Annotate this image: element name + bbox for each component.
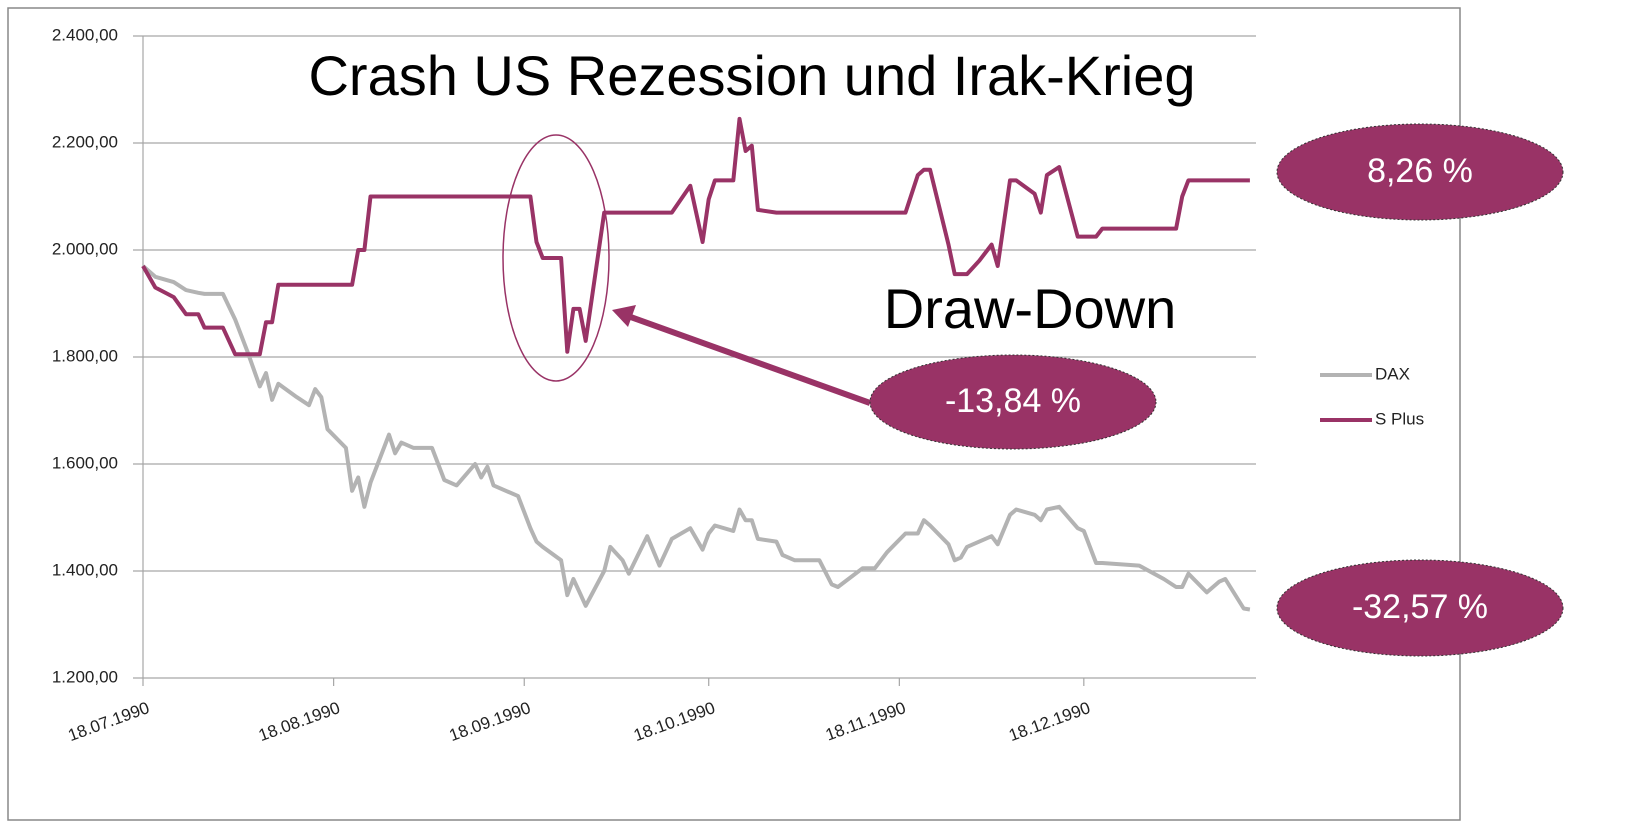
pill [1276, 559, 1564, 657]
y-tick-label: 1.200,00 [52, 667, 118, 686]
x-tick-label: 18.12.1990 [1006, 698, 1092, 745]
pill [869, 354, 1157, 450]
annotation-value: -13,84 % [945, 382, 1081, 420]
x-tick-label: 18.11.1990 [823, 698, 908, 745]
annotation-value: 8,26 % [1367, 152, 1473, 190]
arrow-shaft [626, 313, 872, 406]
legend-label: S Plus [1375, 409, 1424, 428]
y-tick-label: 2.200,00 [52, 132, 118, 151]
annotation-title: Crash US Rezession und Irak-Krieg [308, 44, 1195, 107]
annotation-value: -32,57 % [1352, 588, 1488, 626]
x-tick-label: 18.08.1990 [256, 698, 342, 745]
annotation: Draw-Down [884, 277, 1177, 340]
legend-label: DAX [1375, 364, 1410, 383]
series-line [141, 116, 1250, 357]
x-tick-label: 18.10.1990 [631, 698, 717, 745]
crash-highlight [502, 134, 610, 382]
y-tick-label: 2.400,00 [52, 25, 118, 44]
x-tick-label: 18.09.1990 [447, 698, 533, 745]
x-tick-label: 18.07.1990 [65, 698, 151, 745]
y-tick-label: 2.000,00 [52, 239, 118, 258]
pill [1276, 123, 1564, 221]
arrow-head [612, 305, 636, 327]
frame [7, 7, 1461, 821]
y-tick-label: 1.400,00 [52, 560, 118, 579]
y-tick-label: 1.800,00 [52, 346, 118, 365]
y-tick-label: 1.600,00 [52, 453, 118, 472]
series-line [141, 264, 1251, 612]
